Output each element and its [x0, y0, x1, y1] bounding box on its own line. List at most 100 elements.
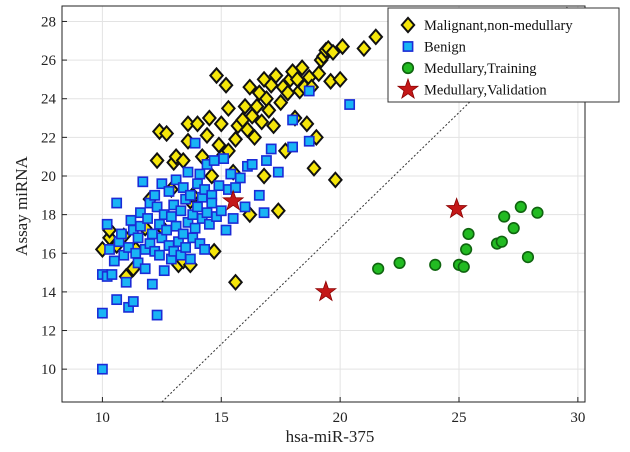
point-square [201, 207, 213, 219]
point-square [189, 222, 201, 234]
point-diamond [189, 115, 206, 133]
series-square [97, 85, 356, 375]
point-diamond [204, 167, 220, 185]
point-square [175, 205, 187, 217]
point-square [125, 215, 137, 226]
y-tick-label: 14 [41, 285, 57, 301]
point-diamond [208, 66, 225, 85]
point-square [116, 228, 127, 240]
point-square [287, 114, 298, 126]
y-tick-label: 16 [41, 246, 57, 262]
point-square [177, 182, 189, 193]
point-diamond [149, 151, 165, 170]
point-square [303, 135, 315, 147]
legend-label: Malignant,non-medullary [424, 18, 573, 34]
point-square [97, 307, 108, 319]
legend-label: Benign [424, 40, 467, 56]
point-circle [521, 251, 535, 264]
point-square [149, 189, 161, 201]
legend-label: Medullary,Training [424, 61, 537, 77]
point-square [218, 153, 230, 165]
point-square [225, 168, 237, 180]
point-square [139, 263, 151, 275]
legend: Malignant,non-medullary Benign Medullary,T… [387, 7, 620, 103]
point-square [189, 137, 201, 149]
series-star [222, 189, 468, 302]
point-square [234, 172, 246, 184]
point-diamond [299, 115, 315, 133]
point-square [199, 184, 211, 195]
point-square [120, 276, 132, 288]
point-diamond [239, 120, 255, 139]
point-diamond [199, 126, 215, 145]
point-square [213, 180, 225, 192]
data-points [94, 28, 544, 375]
point-square [156, 178, 168, 190]
point-square [106, 269, 118, 280]
legend-marker-star [396, 77, 420, 99]
x-tick-label: 30 [570, 410, 585, 426]
point-square [208, 155, 220, 166]
point-square [199, 243, 211, 255]
plot-frame [61, 5, 586, 403]
point-square [239, 201, 251, 213]
legend-box [387, 7, 620, 103]
point-square [184, 189, 196, 201]
point-square [206, 197, 218, 209]
point-diamond [228, 130, 244, 148]
point-square [344, 99, 356, 110]
y-tick-label: 10 [41, 362, 56, 378]
point-square [163, 186, 175, 197]
point-square [151, 309, 163, 321]
point-square [261, 155, 272, 166]
point-square [151, 201, 163, 213]
point-circle [372, 262, 385, 275]
point-square [170, 174, 182, 186]
point-circle [429, 258, 442, 271]
y-tick-label: 12 [41, 324, 56, 340]
axis-ticks: 10 15 20 25 30 10 12 14 16 18 20 22 24 26 28 [41, 14, 585, 426]
point-square [253, 189, 265, 201]
point-diamond [273, 93, 289, 112]
point-diamond [306, 159, 322, 177]
point-square [165, 211, 177, 222]
point-circle [495, 235, 508, 248]
point-diamond [368, 28, 384, 46]
point-star [445, 197, 468, 219]
point-square [220, 224, 232, 236]
point-square [170, 220, 182, 232]
point-diamond [228, 273, 244, 291]
point-square [104, 243, 115, 255]
point-square [108, 255, 120, 267]
point-diamond [256, 167, 272, 185]
point-star [314, 280, 338, 302]
point-diamond [311, 64, 327, 83]
point-square [158, 265, 170, 277]
point-square [135, 207, 146, 219]
x-tick-label: 15 [214, 410, 229, 426]
legend-marker-diamond [400, 16, 416, 34]
point-diamond [268, 66, 284, 85]
point-square [180, 242, 192, 253]
x-axis-label: hsa-miR-375 [286, 427, 375, 446]
series-circle [372, 200, 544, 275]
point-diamond [213, 115, 229, 133]
point-circle [531, 206, 544, 219]
point-diamond [270, 202, 286, 220]
point-square [101, 218, 113, 230]
point-circle [498, 210, 511, 223]
point-diamond [247, 128, 263, 147]
point-diamond [201, 109, 217, 127]
point-square [203, 218, 215, 230]
point-square [130, 247, 142, 259]
point-diamond [220, 99, 236, 118]
point-square [184, 253, 196, 265]
point-square [168, 199, 180, 211]
point-square [177, 228, 189, 240]
point-square [127, 296, 139, 307]
point-square [230, 182, 241, 193]
point-circle [460, 243, 473, 256]
point-diamond [325, 43, 341, 62]
point-square [123, 242, 134, 253]
point-square [192, 201, 203, 213]
